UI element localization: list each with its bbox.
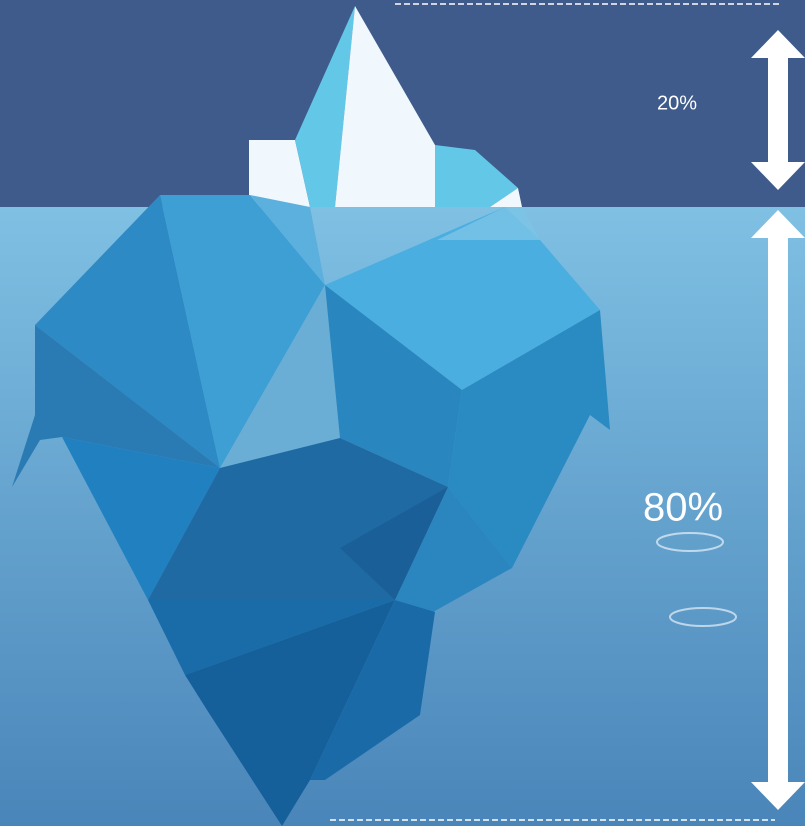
- ripples: [656, 532, 737, 627]
- iceberg: [12, 6, 610, 826]
- arrow-below: [751, 210, 805, 810]
- below-label: 80%: [643, 486, 723, 530]
- above-label: 20%: [657, 92, 697, 114]
- arrow-above: [751, 30, 805, 190]
